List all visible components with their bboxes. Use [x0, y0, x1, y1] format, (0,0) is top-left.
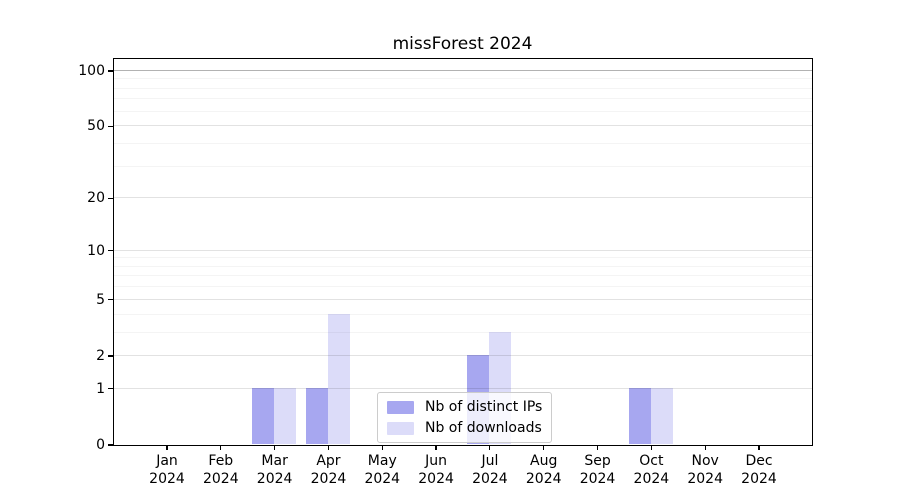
x-tick-month: Apr: [316, 453, 341, 469]
x-tick-year: 2024: [202, 471, 239, 487]
chart-title: missForest 2024: [392, 34, 533, 54]
x-tick-label: Nov 2024: [665, 452, 745, 488]
y-tick-label: 50: [87, 118, 105, 135]
minor-gridline: [113, 286, 812, 288]
y-tick-mark: [108, 70, 113, 72]
y-tick-label: 0: [96, 437, 105, 453]
x-tick-year: 2024: [579, 471, 616, 487]
x-tick-year: 2024: [687, 471, 723, 487]
x-tick-mark: [489, 445, 491, 450]
legend-swatch: [387, 421, 414, 435]
major-gridline: [113, 69, 812, 71]
y-tick-label: 100: [78, 62, 105, 79]
legend: Nb of distinct IPs Nb of downloads: [377, 392, 553, 443]
x-tick-mark: [274, 445, 276, 450]
x-tick-label: Jul 2024: [450, 452, 530, 488]
x-tick-year: 2024: [149, 471, 185, 487]
x-tick-month: May: [367, 453, 397, 469]
x-tick-year: 2024: [525, 471, 562, 487]
x-tick-year: 2024: [418, 471, 454, 487]
x-tick-mark: [596, 445, 599, 450]
x-tick-year: 2024: [633, 471, 670, 487]
x-tick-year: 2024: [741, 471, 777, 487]
x-tick-mark: [166, 445, 168, 450]
x-tick-month: Dec: [745, 453, 773, 469]
x-tick-month: Jun: [425, 453, 448, 469]
major-gridline: [113, 354, 812, 356]
bar-distinct-ips: [252, 388, 275, 445]
major-gridline: [113, 125, 812, 127]
minor-gridline: [113, 257, 812, 259]
x-tick-mark: [543, 445, 545, 450]
minor-gridline: [113, 98, 812, 100]
x-tick-mark: [381, 445, 383, 450]
legend-swatch: [387, 400, 414, 414]
x-tick-mark: [220, 445, 222, 450]
x-tick-mark: [435, 445, 437, 450]
bar-downloads: [274, 388, 297, 445]
minor-gridline: [113, 87, 812, 89]
x-tick-year: 2024: [310, 471, 347, 487]
x-tick-label: Jun 2024: [396, 452, 476, 488]
y-tick-label: 5: [96, 291, 105, 308]
bar-distinct-ips: [305, 388, 328, 445]
y-tick-mark: [108, 125, 113, 127]
x-tick-label: Apr 2024: [288, 452, 368, 488]
x-tick-year: 2024: [472, 471, 508, 487]
y-tick-label: 1: [96, 380, 105, 397]
major-gridline: [113, 387, 812, 389]
minor-gridline: [113, 110, 812, 112]
x-tick-label: May 2024: [342, 452, 422, 488]
x-tick-month: Nov: [691, 453, 719, 469]
x-tick-month: Jan: [156, 453, 178, 469]
y-tick-mark: [108, 444, 113, 446]
y-tick-label: 10: [87, 242, 105, 259]
major-gridline: [113, 249, 812, 251]
legend-row: Nb of downloads: [387, 420, 542, 436]
bar-downloads: [650, 388, 673, 445]
x-tick-month: Sep: [584, 453, 611, 469]
y-tick-mark: [108, 355, 113, 357]
x-tick-mark: [704, 445, 706, 450]
major-gridline: [113, 197, 812, 199]
x-tick-month: Aug: [530, 453, 558, 469]
minor-gridline: [113, 331, 812, 333]
x-tick-month: Jul: [481, 453, 499, 469]
x-tick-label: Oct 2024: [611, 452, 691, 488]
bar-downloads: [327, 314, 350, 445]
minor-gridline: [113, 78, 812, 80]
x-tick-label: Mar 2024: [235, 452, 315, 488]
major-gridline: [113, 298, 812, 300]
legend-label: Nb of downloads: [425, 420, 542, 436]
legend-row: Nb of distinct IPs: [387, 399, 542, 415]
y-tick-mark: [108, 299, 113, 301]
y-tick-label: 2: [96, 347, 105, 364]
x-tick-label: Feb 2024: [181, 452, 261, 488]
x-tick-label: Jan 2024: [127, 452, 207, 488]
x-tick-month: Feb: [208, 453, 234, 469]
x-tick-label: Sep 2024: [558, 452, 638, 488]
y-tick-label: 20: [87, 190, 105, 207]
minor-gridline: [113, 313, 812, 315]
minor-gridline: [113, 165, 812, 167]
x-tick-month: Oct: [639, 453, 664, 469]
x-tick-year: 2024: [256, 471, 293, 487]
bar-distinct-ips: [628, 388, 651, 445]
x-tick-label: Dec 2024: [719, 452, 799, 488]
x-tick-label: Aug 2024: [504, 452, 584, 488]
x-tick-month: Mar: [261, 453, 288, 469]
x-tick-mark: [650, 445, 652, 450]
minor-gridline: [113, 142, 812, 144]
minor-gridline: [113, 265, 812, 267]
x-tick-mark: [758, 445, 760, 450]
plot-area: [112, 57, 813, 446]
y-tick-mark: [108, 197, 113, 199]
x-tick-year: 2024: [364, 471, 401, 487]
minor-gridline: [113, 275, 812, 277]
legend-label: Nb of distinct IPs: [425, 399, 543, 415]
y-tick-mark: [108, 388, 113, 390]
x-tick-mark: [327, 445, 330, 450]
y-tick-mark: [108, 250, 113, 252]
